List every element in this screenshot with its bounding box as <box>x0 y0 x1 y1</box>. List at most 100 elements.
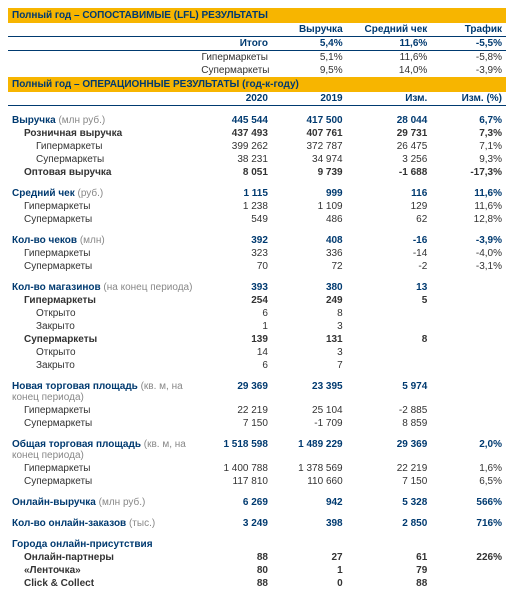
op-cell: 999 <box>272 187 347 200</box>
lfl-header-blank <box>8 23 197 37</box>
lfl-section-header: Полный год – СОПОСТАВИМЫЕ (LFL) РЕЗУЛЬТА… <box>8 8 506 23</box>
op-row-label: Онлайн-выручка (млн руб.) <box>8 496 197 509</box>
op-row-label: Click & Collect <box>8 577 197 590</box>
op-row: Кол-во чеков (млн)392408-16-3,9% <box>8 234 506 247</box>
op-row-unit: (млн руб.) <box>96 497 146 508</box>
op-cell: 29 369 <box>347 438 432 462</box>
op-cell <box>347 346 432 359</box>
op-row: «Ленточка»80179 <box>8 564 506 577</box>
op-row: Общая торговая площадь (кв. м, на конец … <box>8 438 506 462</box>
op-cell <box>347 320 432 333</box>
op-row: Супермаркеты5494866212,8% <box>8 213 506 226</box>
op-cell: -14 <box>347 247 432 260</box>
op-row-label: Гипермаркеты <box>8 247 197 260</box>
op-row: Открыто143 <box>8 346 506 359</box>
spacer-row <box>8 430 506 438</box>
op-row-label: Гипермаркеты <box>8 200 197 213</box>
op-cell: 62 <box>347 213 432 226</box>
op-header-row: 2020 2019 Изм. Изм. (%) <box>8 92 506 106</box>
op-row: Кол-во магазинов (на конец периода)39338… <box>8 281 506 294</box>
op-row: Супермаркеты7 150-1 7098 859 <box>8 417 506 430</box>
op-cell: 372 787 <box>272 140 347 153</box>
op-cell <box>431 359 506 372</box>
op-cell: 117 810 <box>197 475 272 488</box>
op-cell: -1 709 <box>272 417 347 430</box>
lfl-header-blank2 <box>197 23 272 37</box>
op-cell <box>347 538 432 551</box>
op-row: Выручка (млн руб.)445 544417 50028 0446,… <box>8 114 506 127</box>
op-row: Гипермаркеты2542495 <box>8 294 506 307</box>
lfl-cell: 5,1% <box>272 51 347 65</box>
op-cell: 336 <box>272 247 347 260</box>
op-row-label: Выручка (млн руб.) <box>8 114 197 127</box>
op-row-label: Гипермаркеты <box>8 462 197 475</box>
op-cell: 6 <box>197 359 272 372</box>
op-cell: 392 <box>197 234 272 247</box>
op-cell <box>272 538 347 551</box>
op-cell: 22 219 <box>347 462 432 475</box>
op-cell: -16 <box>347 234 432 247</box>
op-row-label: Кол-во магазинов (на конец периода) <box>8 281 197 294</box>
op-cell: 9 739 <box>272 166 347 179</box>
op-cell: 1 378 569 <box>272 462 347 475</box>
op-row: Супермаркеты1391318 <box>8 333 506 346</box>
op-row: Гипермаркеты22 21925 104-2 885 <box>8 404 506 417</box>
op-cell <box>431 538 506 551</box>
op-row: Супермаркеты117 810110 6607 1506,5% <box>8 475 506 488</box>
op-cell: 5 <box>347 294 432 307</box>
op-cell: 716% <box>431 517 506 530</box>
op-cell: 26 475 <box>347 140 432 153</box>
op-cell: 417 500 <box>272 114 347 127</box>
lfl-row-label <box>8 37 197 51</box>
op-row-label: Супермаркеты <box>8 213 197 226</box>
op-cell <box>431 577 506 590</box>
lfl-cell: 9,5% <box>272 64 347 77</box>
op-cell: 1 518 598 <box>197 438 272 462</box>
op-cell: 549 <box>197 213 272 226</box>
op-row: Гипермаркеты323336-14-4,0% <box>8 247 506 260</box>
op-cell: 1 <box>197 320 272 333</box>
op-cell: 1 489 229 <box>272 438 347 462</box>
op-cell: 408 <box>272 234 347 247</box>
op-cell: 110 660 <box>272 475 347 488</box>
op-cell: 5 328 <box>347 496 432 509</box>
lfl-header-ticket: Средний чек <box>347 23 432 37</box>
lfl-row-label <box>8 51 197 65</box>
op-cell: 380 <box>272 281 347 294</box>
lfl-cell: -3,9% <box>431 64 506 77</box>
op-cell <box>431 380 506 404</box>
op-cell <box>431 294 506 307</box>
op-cell <box>197 538 272 551</box>
op-cell: 1 238 <box>197 200 272 213</box>
lfl-row-label <box>8 64 197 77</box>
op-cell: 6 269 <box>197 496 272 509</box>
op-cell: 445 544 <box>197 114 272 127</box>
op-row: Розничная выручка437 493407 76129 7317,3… <box>8 127 506 140</box>
op-cell <box>431 346 506 359</box>
lfl-table: Выручка Средний чек Трафик Итого5,4%11,6… <box>8 23 506 77</box>
lfl-row: Супермаркеты9,5%14,0%-3,9% <box>8 64 506 77</box>
op-cell: 88 <box>197 551 272 564</box>
lfl-header-row: Выручка Средний чек Трафик <box>8 23 506 37</box>
op-row-label: Гипермаркеты <box>8 404 197 417</box>
op-cell: 79 <box>347 564 432 577</box>
op-cell: 72 <box>272 260 347 273</box>
spacer-row <box>8 273 506 281</box>
op-cell: 6 <box>197 307 272 320</box>
op-row: Гипермаркеты1 2381 10912911,6% <box>8 200 506 213</box>
op-cell: 8 859 <box>347 417 432 430</box>
op-cell: 22 219 <box>197 404 272 417</box>
op-row: Открыто68 <box>8 307 506 320</box>
op-cell: 34 974 <box>272 153 347 166</box>
op-cell: 3 <box>272 320 347 333</box>
lfl-row: Итого5,4%11,6%-5,5% <box>8 37 506 51</box>
op-cell: 3 256 <box>347 153 432 166</box>
op-cell: 6,5% <box>431 475 506 488</box>
op-cell: 486 <box>272 213 347 226</box>
op-row-label: «Ленточка» <box>8 564 197 577</box>
op-cell: 25 104 <box>272 404 347 417</box>
op-cell: 7 150 <box>197 417 272 430</box>
op-row-unit: (млн руб.) <box>56 115 106 126</box>
op-cell: 1 115 <box>197 187 272 200</box>
op-header-change-pct: Изм. (%) <box>431 92 506 106</box>
